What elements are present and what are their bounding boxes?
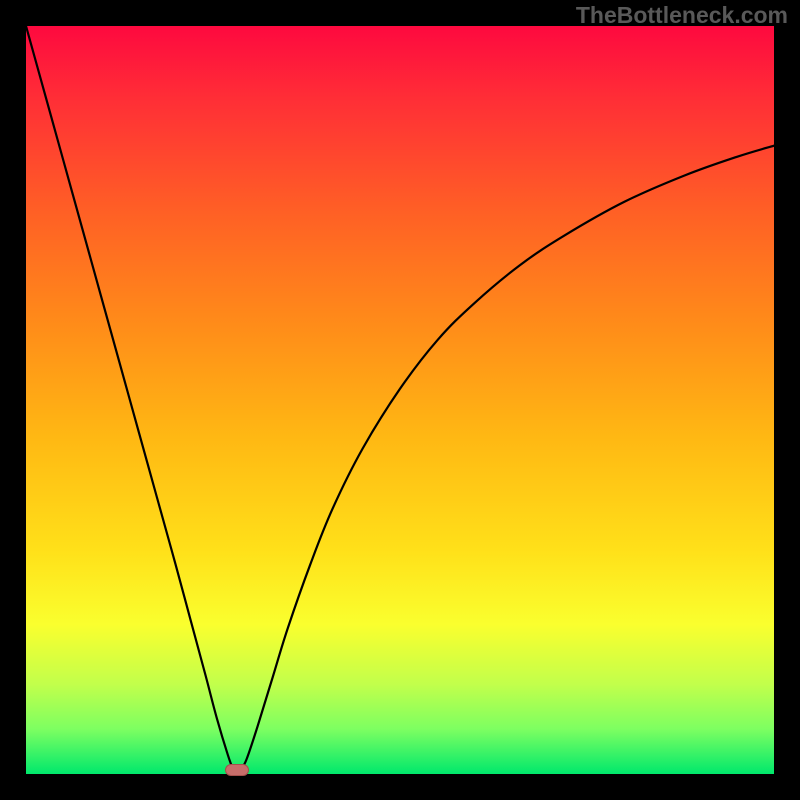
valley-marker [225,764,249,776]
watermark-text: TheBottleneck.com [576,2,788,29]
gradient-background [26,26,774,774]
plot-svg [26,26,774,774]
